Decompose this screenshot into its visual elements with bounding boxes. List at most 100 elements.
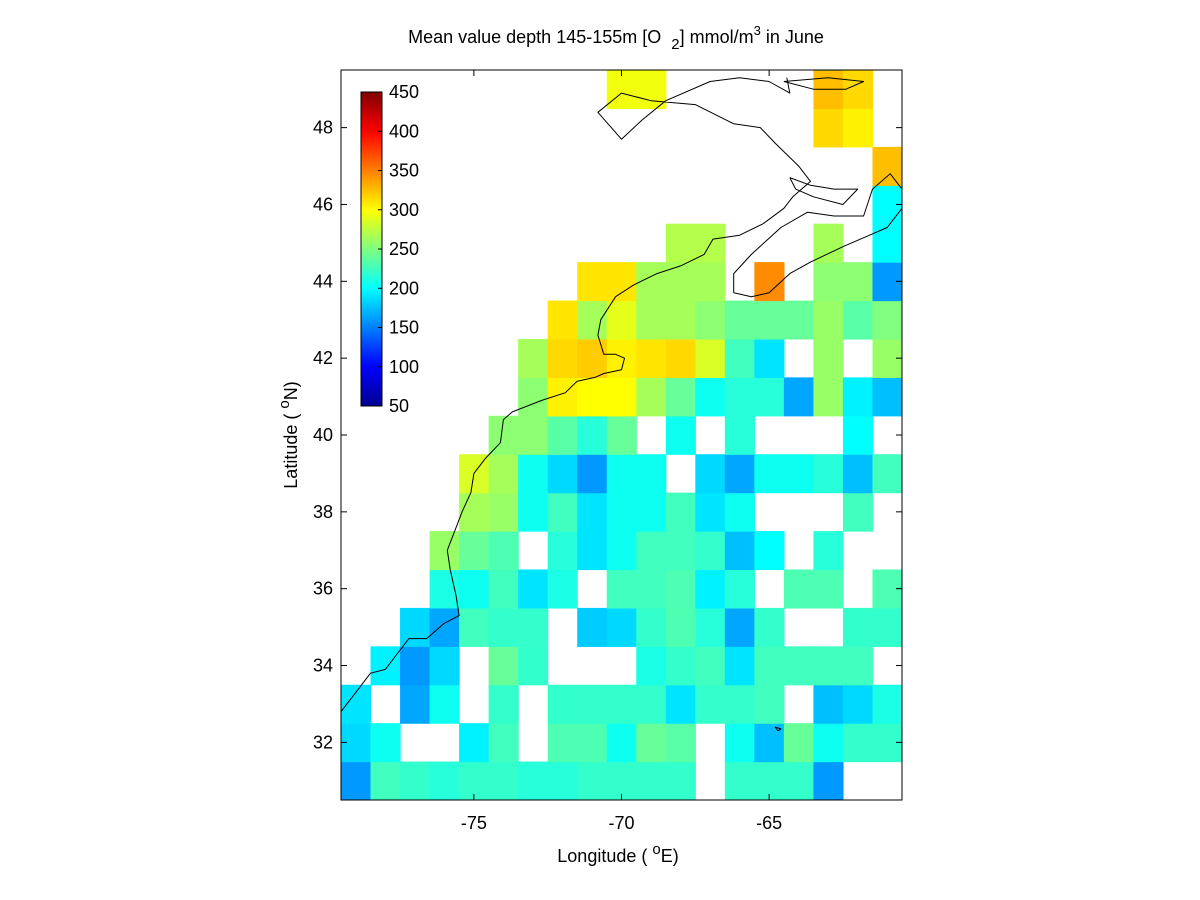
x-tick-label-0: -75	[461, 813, 487, 833]
heatmap-cell-96	[754, 531, 785, 571]
heatmap-cell-129	[724, 415, 755, 455]
heatmap-cell-27	[783, 723, 815, 763]
heatmap-cell-64	[577, 607, 608, 647]
heatmap-cell-111	[518, 454, 549, 494]
heatmap-cell-102	[577, 492, 608, 532]
heatmap-cell-70	[754, 607, 785, 647]
heatmap-cell-58	[842, 646, 874, 686]
heatmap-cell-135	[636, 377, 667, 417]
y-tick-label-8: 48	[313, 118, 333, 138]
heatmap-cell-127	[606, 415, 637, 455]
y-tick-label-4: 40	[313, 425, 333, 445]
coastline	[341, 77, 902, 732]
y-tick-label-2: 36	[313, 579, 333, 599]
heatmap-cell-86	[429, 531, 460, 571]
heatmap-cell-61	[459, 607, 490, 647]
heatmap-cell-55	[754, 646, 785, 686]
heatmap-cell-146	[577, 338, 608, 378]
heatmap-cell-160	[695, 300, 726, 340]
heatmap-cell-141	[813, 377, 844, 417]
coastline-segment-3	[783, 77, 865, 90]
heatmap-cell-152	[754, 338, 785, 378]
heatmap-cell-97	[813, 531, 844, 571]
heatmap-cell-51	[636, 646, 667, 686]
colorbar-tick-label-3: 300	[389, 200, 419, 220]
heatmap-cell-103	[606, 492, 637, 532]
heatmap-cell-121	[842, 454, 874, 494]
heatmap-cell-94	[695, 531, 726, 571]
heatmap-cell-88	[488, 531, 519, 571]
heatmap-cell-44	[842, 684, 874, 724]
colorbar: 450 400 350 300 250 200 150 100 50	[360, 82, 419, 416]
coastline-segment-0	[341, 77, 811, 712]
heatmap-cell-133	[577, 377, 608, 417]
heatmap-cell-106	[695, 492, 726, 532]
heatmap-cell-180	[872, 223, 902, 263]
x-tick-label-1: -70	[608, 813, 634, 833]
heatmap-cell-32	[400, 684, 431, 724]
heatmap-cell-73	[429, 569, 460, 609]
heatmap-cell-114	[606, 454, 637, 494]
colorbar-tick-label-0: 450	[389, 82, 419, 102]
heatmap-cell-155	[547, 300, 578, 340]
x-tick-label-2: -65	[756, 813, 782, 833]
heatmap-cell-179	[813, 223, 844, 263]
heatmap-cell-93	[665, 531, 696, 571]
heatmap-cell-101	[547, 492, 578, 532]
heatmap-cell-172	[695, 262, 726, 302]
heatmap-cell-34	[488, 684, 519, 724]
colorbar-tick-label-5: 200	[389, 278, 419, 298]
heatmap-cell-28	[813, 723, 844, 763]
heatmap-cell-151	[724, 338, 755, 378]
heatmap-cell-110	[488, 454, 519, 494]
coastline-segment-4	[774, 726, 782, 732]
heatmap-cell-79	[636, 569, 667, 609]
y-tick-label-1: 34	[313, 656, 333, 676]
heatmap-cell-131	[518, 377, 549, 417]
heatmap-cell-43	[813, 684, 844, 724]
heatmap-cell-140	[783, 377, 815, 417]
heatmap-cell-107	[724, 492, 755, 532]
heatmap-cell-168	[577, 262, 608, 302]
heatmap-cell-29	[842, 723, 874, 763]
heatmap-cell-126	[577, 415, 608, 455]
heatmap-cell-14	[783, 761, 815, 800]
heatmap-cell-21	[577, 723, 608, 763]
heatmap-cell-47	[400, 646, 431, 686]
heatmap-cell-10	[636, 761, 667, 800]
heatmap-cell-50	[518, 646, 549, 686]
heatmap-cell-116	[695, 454, 726, 494]
heatmap-cell-112	[547, 454, 578, 494]
heatmap-cell-74	[459, 569, 490, 609]
heatmap-cell-99	[488, 492, 519, 532]
heatmap-cell-19	[488, 723, 519, 763]
heatmap-cell-139	[754, 377, 785, 417]
heatmap-cell-31	[341, 684, 372, 724]
heatmap-cell-37	[606, 684, 637, 724]
heatmap-cell-157	[606, 300, 637, 340]
heatmap-cell-36	[577, 684, 608, 724]
heatmap-cell-158	[636, 300, 667, 340]
colorbar-tick-label-6: 150	[389, 318, 419, 338]
heatmap-cell-156	[577, 300, 608, 340]
heatmap-cell-122	[872, 454, 902, 494]
heatmap-cell-42	[754, 684, 785, 724]
heatmap-cell-134	[606, 377, 637, 417]
heatmap-cell-136	[665, 377, 696, 417]
heatmap-cell-174	[813, 262, 844, 302]
heatmap-cell-49	[488, 646, 519, 686]
heatmap-cell-2	[400, 761, 431, 800]
colorbar-tick-label-8: 50	[389, 396, 409, 416]
heatmap-cell-188	[842, 70, 874, 110]
chart-title: Mean value depth 145-155m [O 2] mmol/m3 i…	[408, 23, 824, 53]
heatmap-cells	[341, 70, 902, 800]
heatmap-cell-13	[754, 761, 785, 800]
heatmap-cell-6	[518, 761, 549, 800]
heatmap-cell-48	[429, 646, 460, 686]
heatmap-cell-45	[872, 684, 902, 724]
heatmap-cell-60	[429, 607, 460, 647]
heatmap-cell-46	[370, 646, 401, 686]
heatmap-cell-24	[665, 723, 696, 763]
heatmap-cell-69	[724, 607, 755, 647]
heatmap-cell-12	[724, 761, 755, 800]
